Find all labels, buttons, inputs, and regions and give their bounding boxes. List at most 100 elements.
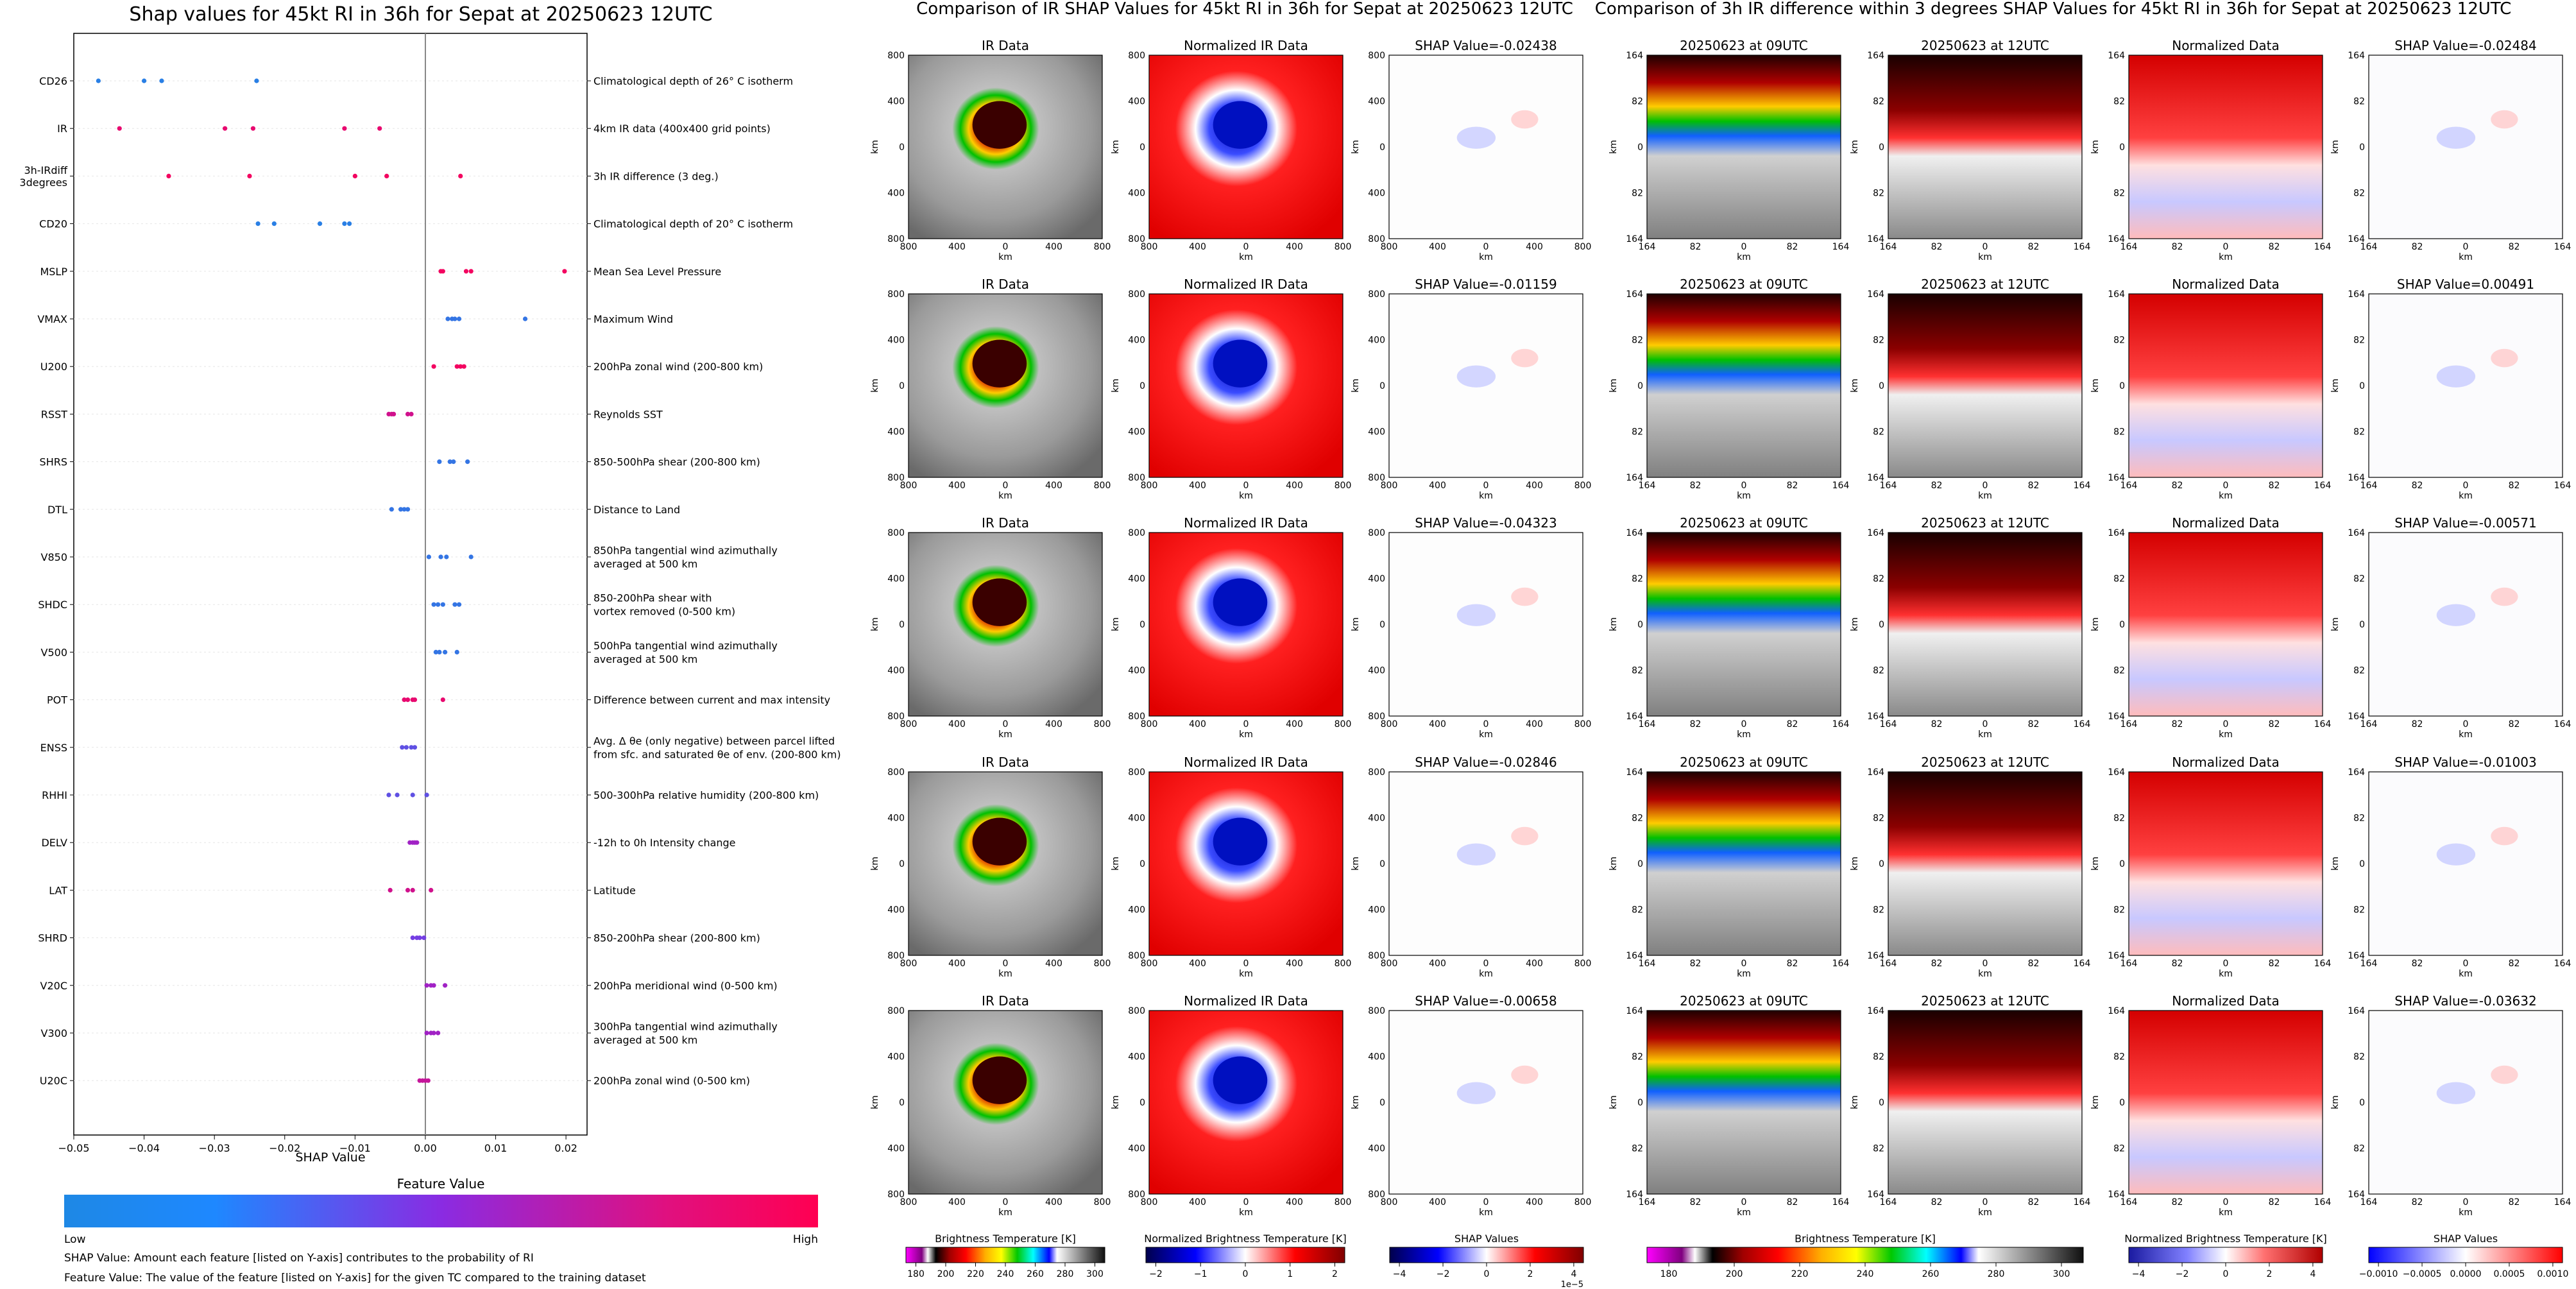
x-tick-label: 400 bbox=[1189, 959, 1206, 969]
x-tick-label: 82 bbox=[2509, 959, 2520, 969]
feature-name-label: V300 bbox=[41, 1027, 67, 1039]
image-panel-dnorm bbox=[2128, 771, 2323, 956]
y-tick-label: 82 bbox=[1873, 336, 1884, 346]
y-tick-label: 82 bbox=[1632, 814, 1643, 824]
x-tick-label: 164 bbox=[1880, 719, 1897, 730]
panel-title: SHAP Value=-0.02438 bbox=[1415, 38, 1557, 53]
x-axis-label: km bbox=[2219, 969, 2233, 979]
shap-point bbox=[402, 507, 407, 512]
storm-core-blob bbox=[972, 817, 1027, 866]
panel-title: SHAP Value=0.00491 bbox=[2397, 277, 2534, 292]
y-tick-label: 164 bbox=[1867, 234, 1884, 244]
y-axis-label: km bbox=[1850, 617, 1860, 631]
x-tick-label: 82 bbox=[1787, 959, 1798, 969]
colorbar-tick-label: 280 bbox=[1057, 1269, 1074, 1279]
colorbar-tick-label: 300 bbox=[1086, 1269, 1104, 1279]
y-axis-label: km bbox=[1111, 379, 1121, 393]
feature-name-label: U20C bbox=[40, 1075, 67, 1087]
shap-point bbox=[247, 173, 252, 178]
y-tick-label: 164 bbox=[2108, 289, 2125, 300]
y-tick-label: 164 bbox=[1626, 289, 1643, 300]
x-tick-label: 0 bbox=[1243, 959, 1249, 969]
colorbar bbox=[2128, 1247, 2323, 1263]
y-axis-label: km bbox=[1850, 140, 1860, 154]
x-tick-label: 400 bbox=[1429, 959, 1446, 969]
y-tick-label: 164 bbox=[2108, 473, 2125, 483]
y-tick-label: 164 bbox=[1867, 767, 1884, 778]
shap-positive-blob bbox=[1511, 348, 1539, 368]
x-tick-label: 164 bbox=[2074, 1197, 2091, 1208]
y-tick-label: 0 bbox=[2359, 1098, 2365, 1108]
y-tick-label: 164 bbox=[2108, 1190, 2125, 1200]
y-tick-label: 82 bbox=[1632, 574, 1643, 585]
x-tick-label: 0 bbox=[1483, 481, 1489, 491]
x-tick-label: 400 bbox=[948, 242, 966, 252]
colorbar-tick-label: 0.0010 bbox=[2537, 1269, 2568, 1279]
shap-point bbox=[388, 887, 393, 892]
image-panel-d12 bbox=[1888, 293, 2083, 478]
y-tick-label: 0 bbox=[1379, 620, 1385, 630]
y-axis-label: km bbox=[1111, 857, 1121, 871]
y-tick-label: 164 bbox=[2108, 51, 2125, 61]
y-tick-label: 82 bbox=[2113, 189, 2125, 199]
legend-high-label: High bbox=[793, 1233, 818, 1246]
x-tick-label: 800 bbox=[900, 481, 917, 491]
x-tick-label: 800 bbox=[1574, 1197, 1592, 1208]
x-tick-label: 164 bbox=[2360, 719, 2378, 730]
y-tick-label: 164 bbox=[2108, 767, 2125, 778]
y-tick-label: 164 bbox=[1626, 234, 1643, 244]
x-tick-label: 164 bbox=[1639, 719, 1656, 730]
y-tick-label: 164 bbox=[2108, 712, 2125, 722]
y-tick-label: 164 bbox=[1867, 951, 1884, 961]
y-tick-label: 0 bbox=[1637, 620, 1643, 630]
x-tick-label: 0 bbox=[1483, 242, 1489, 252]
feature-description-label: from sfc. and saturated θe of env. (200-… bbox=[593, 748, 841, 760]
x-axis-label: km bbox=[1737, 491, 1751, 501]
y-tick-label: 82 bbox=[1632, 1052, 1643, 1063]
y-tick-label: 400 bbox=[1128, 1144, 1145, 1154]
x-axis-label: km bbox=[2459, 491, 2473, 501]
y-tick-label: 400 bbox=[887, 574, 905, 585]
x-tick-label: 164 bbox=[1832, 719, 1850, 730]
shap-point bbox=[452, 316, 457, 321]
colorbar-label: Brightness Temperature [K] bbox=[935, 1233, 1076, 1245]
x-tick-label: 800 bbox=[1141, 481, 1158, 491]
y-tick-label: 400 bbox=[887, 427, 905, 438]
colorbar-tick-label: 300 bbox=[2053, 1269, 2070, 1279]
x-tick-label: 800 bbox=[1094, 959, 1111, 969]
shap-point bbox=[426, 554, 432, 559]
feature-description-label: 300hPa tangential wind azimuthally bbox=[593, 1021, 778, 1033]
y-tick-label: 164 bbox=[1867, 528, 1884, 538]
y-tick-label: 82 bbox=[1632, 905, 1643, 916]
y-tick-label: 82 bbox=[2113, 336, 2125, 346]
shap-point bbox=[409, 411, 414, 417]
x-tick-label: 0 bbox=[2463, 242, 2469, 252]
colorbar bbox=[2368, 1247, 2563, 1263]
shap-point bbox=[159, 78, 164, 83]
colorbar-label: Normalized Brightness Temperature [K] bbox=[1144, 1233, 1347, 1245]
x-tick-label: 164 bbox=[1832, 242, 1850, 252]
y-tick-label: 164 bbox=[2348, 951, 2365, 961]
x-tick-label: 400 bbox=[1286, 959, 1303, 969]
x-tick-label: 400 bbox=[1526, 481, 1543, 491]
x-tick-label: 82 bbox=[2412, 242, 2423, 252]
x-axis-label: km bbox=[1479, 252, 1493, 262]
y-tick-label: 800 bbox=[887, 712, 905, 722]
shap-positive-blob bbox=[2491, 587, 2518, 606]
y-axis-label: km bbox=[1111, 1095, 1121, 1109]
y-tick-label: 800 bbox=[1368, 767, 1385, 778]
x-axis-label: km bbox=[1737, 730, 1751, 740]
y-tick-label: 82 bbox=[2113, 1052, 2125, 1063]
shap-point bbox=[414, 840, 420, 845]
y-axis-label: km bbox=[870, 617, 880, 631]
feature-description-label: Distance to Land bbox=[593, 504, 680, 516]
x-tick-label: 0 bbox=[1243, 719, 1249, 730]
colorbar-tick-label: −4 bbox=[1393, 1269, 1406, 1279]
x-tick-label: 164 bbox=[2074, 242, 2091, 252]
shap-point bbox=[461, 364, 466, 369]
y-tick-label: 400 bbox=[887, 814, 905, 824]
shap-point bbox=[352, 173, 357, 178]
x-tick-label: 400 bbox=[948, 719, 966, 730]
panel-title: SHAP Value=-0.00571 bbox=[2394, 515, 2536, 531]
x-tick-label: 800 bbox=[1335, 481, 1352, 491]
